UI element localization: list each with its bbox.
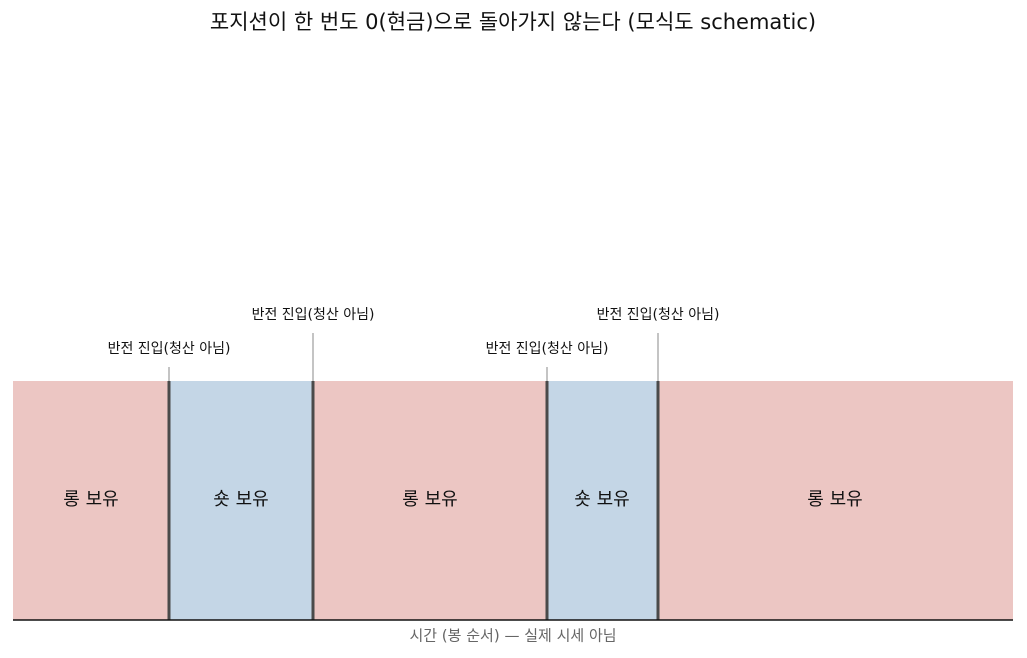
segment-label: 롱 보유 bbox=[63, 489, 118, 510]
marker-label: 반전 진입(청산 아님) bbox=[597, 307, 720, 323]
segment bbox=[658, 381, 1013, 620]
segment-label: 숏 보유 bbox=[574, 489, 629, 510]
segment bbox=[313, 381, 547, 620]
segment-label: 롱 보유 bbox=[402, 489, 457, 510]
axis-label: 시간 (봉 순서) — 실제 시세 아님 bbox=[409, 627, 616, 645]
segment bbox=[13, 381, 169, 620]
segment bbox=[169, 381, 313, 620]
marker-label: 반전 진입(청산 아님) bbox=[252, 307, 375, 323]
title: 포지션이 한 번도 0(현금)으로 돌아가지 않는다 (모식도 schemati… bbox=[210, 10, 816, 34]
segment-label: 숏 보유 bbox=[213, 489, 268, 510]
segment-label: 롱 보유 bbox=[807, 489, 862, 510]
segment bbox=[547, 381, 658, 620]
marker-label: 반전 진입(청산 아님) bbox=[486, 341, 609, 357]
marker-label: 반전 진입(청산 아님) bbox=[108, 341, 231, 357]
